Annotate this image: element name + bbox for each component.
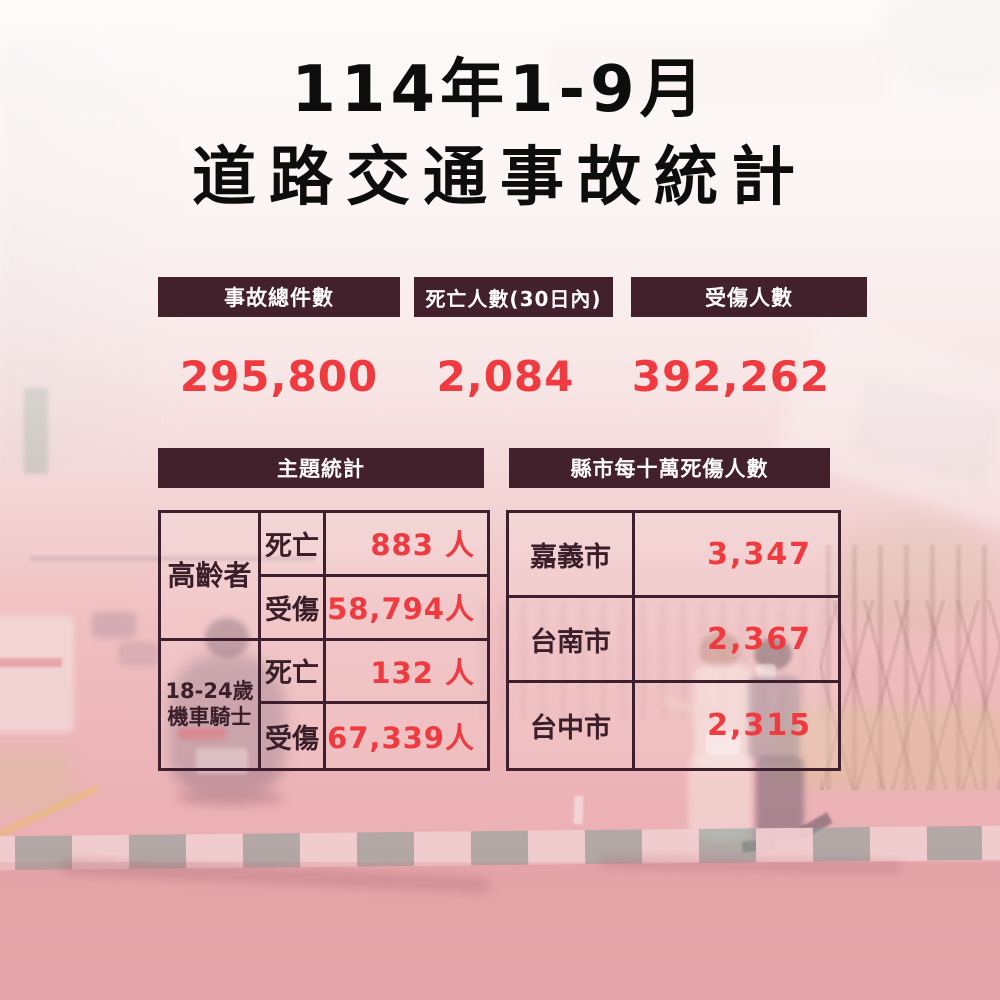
stat-value-total-accidents: 295,800: [179, 352, 379, 401]
table-cell-city: 台中市: [509, 683, 635, 768]
section-header-city-rate: 縣市每十萬死傷人數: [509, 448, 830, 488]
table-cell-city: 台南市: [509, 598, 635, 683]
title-line-1: 114年1-9月: [291, 53, 709, 127]
city-rate-table: 嘉義市 3,347 台南市 2,367 台中市 2,315: [506, 510, 841, 771]
table-cell-value: 3,347: [635, 513, 838, 598]
table-cell-value: 67,339人: [327, 721, 475, 756]
table-cell-value: 58,794人: [326, 577, 487, 641]
stat-header-total-accidents: 事故總件數: [158, 277, 400, 317]
category-label-line: 機車騎士: [167, 705, 252, 730]
topic-stats-table: 高齡者 死亡 883 人 受傷 58,794人 18-24歲 機車騎士 死亡 1…: [158, 510, 490, 771]
table-cell-label: 受傷: [261, 576, 326, 641]
page-title: 114年1-9月 道路交通事故統計: [0, 58, 1000, 210]
title-line-2: 道路交通事故統計: [192, 141, 808, 215]
category-label-line: 18-24歲: [165, 679, 254, 703]
stat-header-deaths-30d: 死亡人數(30日內): [414, 277, 613, 317]
stat-value-deaths-30d: 2,084: [436, 352, 575, 401]
stat-value-injured: 392,262: [631, 352, 831, 401]
table-cell-label: 死亡: [261, 513, 326, 577]
table-cell-city: 嘉義市: [509, 513, 635, 598]
table-cell-label: 死亡: [261, 640, 326, 705]
table-cell-label: 受傷: [261, 704, 326, 768]
table-cell-value: 132 人: [326, 641, 487, 705]
stat-header-injured: 受傷人數: [631, 277, 867, 317]
section-header-topic-stats: 主題統計: [158, 448, 484, 488]
category-label: 高齡者: [167, 558, 252, 592]
table-cell-value: 2,315: [707, 708, 812, 743]
table-cell-value: 2,367: [635, 598, 838, 683]
table-cell-value: 883 人: [326, 513, 487, 577]
table-cell-category-elderly: 高齡者: [161, 513, 261, 641]
table-cell-category-young-riders: 18-24歲 機車騎士: [161, 640, 261, 768]
